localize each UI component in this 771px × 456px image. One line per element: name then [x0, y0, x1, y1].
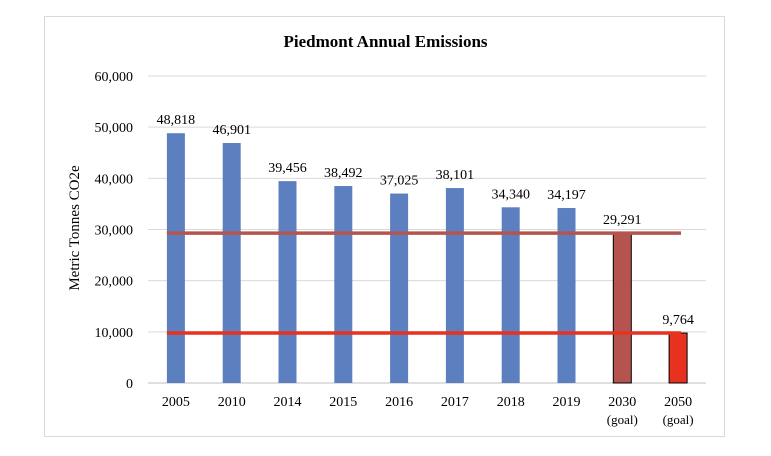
- y-tick-label: 20,000: [95, 275, 134, 290]
- y-tick-label: 10,000: [95, 326, 134, 341]
- y-axis-label: Metric Tonnes CO2e: [67, 165, 83, 291]
- x-tick-label: 2050: [664, 395, 692, 410]
- data-label: 34,197: [547, 188, 586, 203]
- data-label: 38,492: [324, 166, 363, 181]
- data-label: 29,291: [603, 213, 642, 228]
- y-tick-label: 60,000: [95, 70, 134, 85]
- x-tick-label: 2016: [385, 395, 413, 410]
- bar: [390, 193, 409, 383]
- bar: [445, 188, 464, 383]
- x-tick-label: 2030: [608, 395, 636, 410]
- bar: [222, 143, 241, 383]
- data-label: 48,818: [157, 113, 196, 128]
- x-tick-sublabel: (goal): [607, 412, 638, 427]
- bar: [278, 181, 297, 383]
- data-label: 9,764: [662, 313, 694, 328]
- data-label: 38,101: [436, 168, 475, 183]
- x-tick-label: 2018: [497, 395, 525, 410]
- y-tick-label: 50,000: [95, 121, 134, 136]
- bar: [612, 232, 632, 384]
- bar: [668, 332, 688, 384]
- x-tick-label: 2015: [329, 395, 357, 410]
- chart-title: Piedmont Annual Emissions: [283, 32, 488, 51]
- bar: [166, 133, 185, 383]
- data-label: 39,456: [268, 161, 307, 176]
- x-tick-label: 2017: [441, 395, 469, 410]
- x-tick-label: 2010: [218, 395, 246, 410]
- x-tick-sublabel: (goal): [663, 412, 694, 427]
- x-tick-label: 2014: [274, 395, 302, 410]
- data-label: 34,340: [491, 187, 530, 202]
- bar: [557, 208, 576, 383]
- y-tick-label: 40,000: [95, 172, 134, 187]
- x-tick-label: 2005: [162, 395, 190, 410]
- y-tick-label: 30,000: [95, 224, 134, 239]
- y-tick-label: 0: [126, 377, 133, 392]
- x-tick-label: 2019: [553, 395, 581, 410]
- bar: [501, 207, 520, 383]
- data-label: 46,901: [212, 123, 251, 138]
- bar: [334, 186, 353, 383]
- chart-frame: [44, 16, 725, 437]
- data-label: 37,025: [380, 174, 419, 189]
